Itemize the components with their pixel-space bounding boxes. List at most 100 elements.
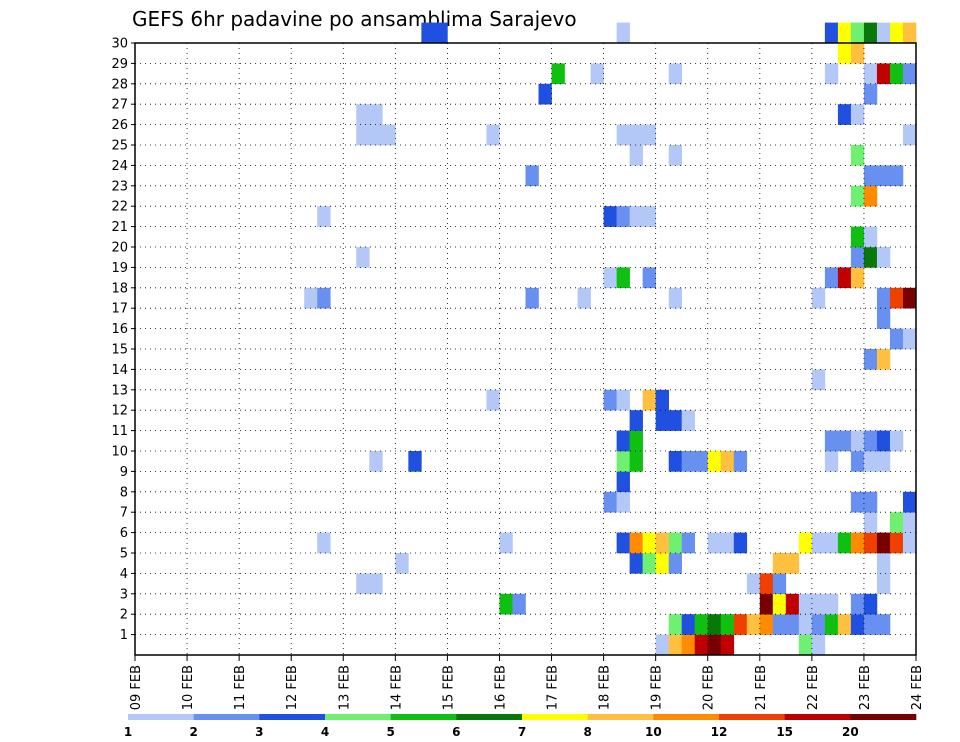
heatmap-cell [824,451,839,472]
heatmap-cell [889,22,904,44]
heatmap-cell [733,532,748,554]
heatmap-cell [850,247,865,268]
heatmap-cell [616,430,630,452]
heatmap-cell [876,451,891,472]
heatmap-cell [902,63,917,85]
y-tick-label: 20 [111,241,128,256]
heatmap-cell [590,63,604,85]
y-tick-label: 27 [111,98,128,113]
heatmap-cell [811,614,826,635]
heatmap-cell [876,430,891,452]
heatmap-cell [616,491,630,513]
heatmap-cell [889,328,904,350]
heatmap-cell [538,83,552,105]
x-tick-label: 19 FEB [650,665,665,710]
heatmap-cell [577,287,591,309]
heatmap-cell [629,145,643,166]
heatmap-cell [629,451,643,472]
heatmap-cell [681,410,696,431]
heatmap-cell [837,430,852,452]
y-tick-label: 22 [111,200,128,215]
heatmap-cell [317,532,331,554]
heatmap-cell [863,22,878,44]
heatmap-cell [850,614,865,635]
heatmap-cell [434,22,448,44]
legend-label: 10 [645,725,662,739]
heatmap-cell [681,532,696,554]
heatmap-cell [876,614,891,635]
heatmap-cell [850,451,865,472]
heatmap-cell [798,593,813,615]
heatmap-cell [850,104,865,125]
heatmap-cell [668,287,682,309]
heatmap-cell [863,491,878,513]
heatmap-cell [798,634,813,656]
x-tick-label: 13 FEB [337,665,352,710]
heatmap-cell [863,451,878,472]
heatmap-cell [902,491,917,513]
y-tick-label: 18 [111,281,128,296]
heatmap-cell [863,63,878,85]
heatmap-cell [837,22,852,44]
heatmap-cell [850,430,865,452]
heatmap-cell [655,532,669,554]
heatmap-cell [668,614,682,635]
heatmap-cell [811,634,826,656]
heatmap-cell [642,389,656,411]
heatmap-cell [499,532,513,554]
heatmap-cell [629,532,643,554]
heatmap-cell [876,165,891,187]
heatmap-cell [811,287,826,309]
heatmap-cell [629,124,643,146]
heatmap-cell [668,532,682,554]
heatmap-cell [629,553,643,574]
heatmap-cell [876,287,891,309]
heatmap-cell [850,491,865,513]
heatmap-cell [707,634,722,656]
heatmap-cell [772,614,787,635]
heatmap-cell [785,593,800,615]
y-tick-label: 8 [120,485,128,500]
legend-label: 12 [711,725,728,739]
heatmap-cell [824,267,839,289]
heatmap-cell [616,471,630,493]
x-tick-label: 12 FEB [285,665,300,710]
heatmap-cell [655,553,669,574]
legend-swatch [325,714,391,720]
heatmap-cell [902,532,917,554]
y-tick-label: 12 [111,404,128,419]
heatmap-cell [499,593,513,615]
heatmap-cell [876,349,891,370]
heatmap-cell [603,267,617,289]
heatmap-cell [863,349,878,370]
heatmap-cell [824,614,839,635]
x-tick-label: 21 FEB [754,665,769,710]
heatmap-cell [889,430,904,452]
heatmap-cell [720,614,735,635]
y-tick-label: 21 [111,220,128,235]
heatmap-cell [850,22,865,44]
y-tick-label: 17 [111,302,128,317]
legend-label: 3 [255,725,263,739]
heatmap-cell [486,124,500,146]
y-axis: 1234567891011121314151617181920212223242… [111,37,135,643]
heatmap-cell [642,124,656,146]
heatmap-cell [811,369,826,391]
heatmap-cell [356,573,370,595]
heatmap-cell [655,389,669,411]
x-tick-label: 20 FEB [702,665,717,710]
heatmap-cell [707,451,722,472]
y-tick-label: 11 [111,424,128,439]
y-tick-label: 15 [111,343,128,358]
heatmap-cell [889,287,904,309]
heatmap-cell [707,614,722,635]
heatmap-cell [850,185,865,207]
y-tick-label: 30 [111,37,128,52]
heatmap-cell [798,532,813,554]
y-tick-label: 23 [111,179,128,194]
x-tick-label: 24 FEB [910,665,925,710]
heatmap-cell [824,532,839,554]
heatmap-cell [356,124,370,146]
heatmap-cell [837,267,852,289]
heatmap-cell [668,63,682,85]
